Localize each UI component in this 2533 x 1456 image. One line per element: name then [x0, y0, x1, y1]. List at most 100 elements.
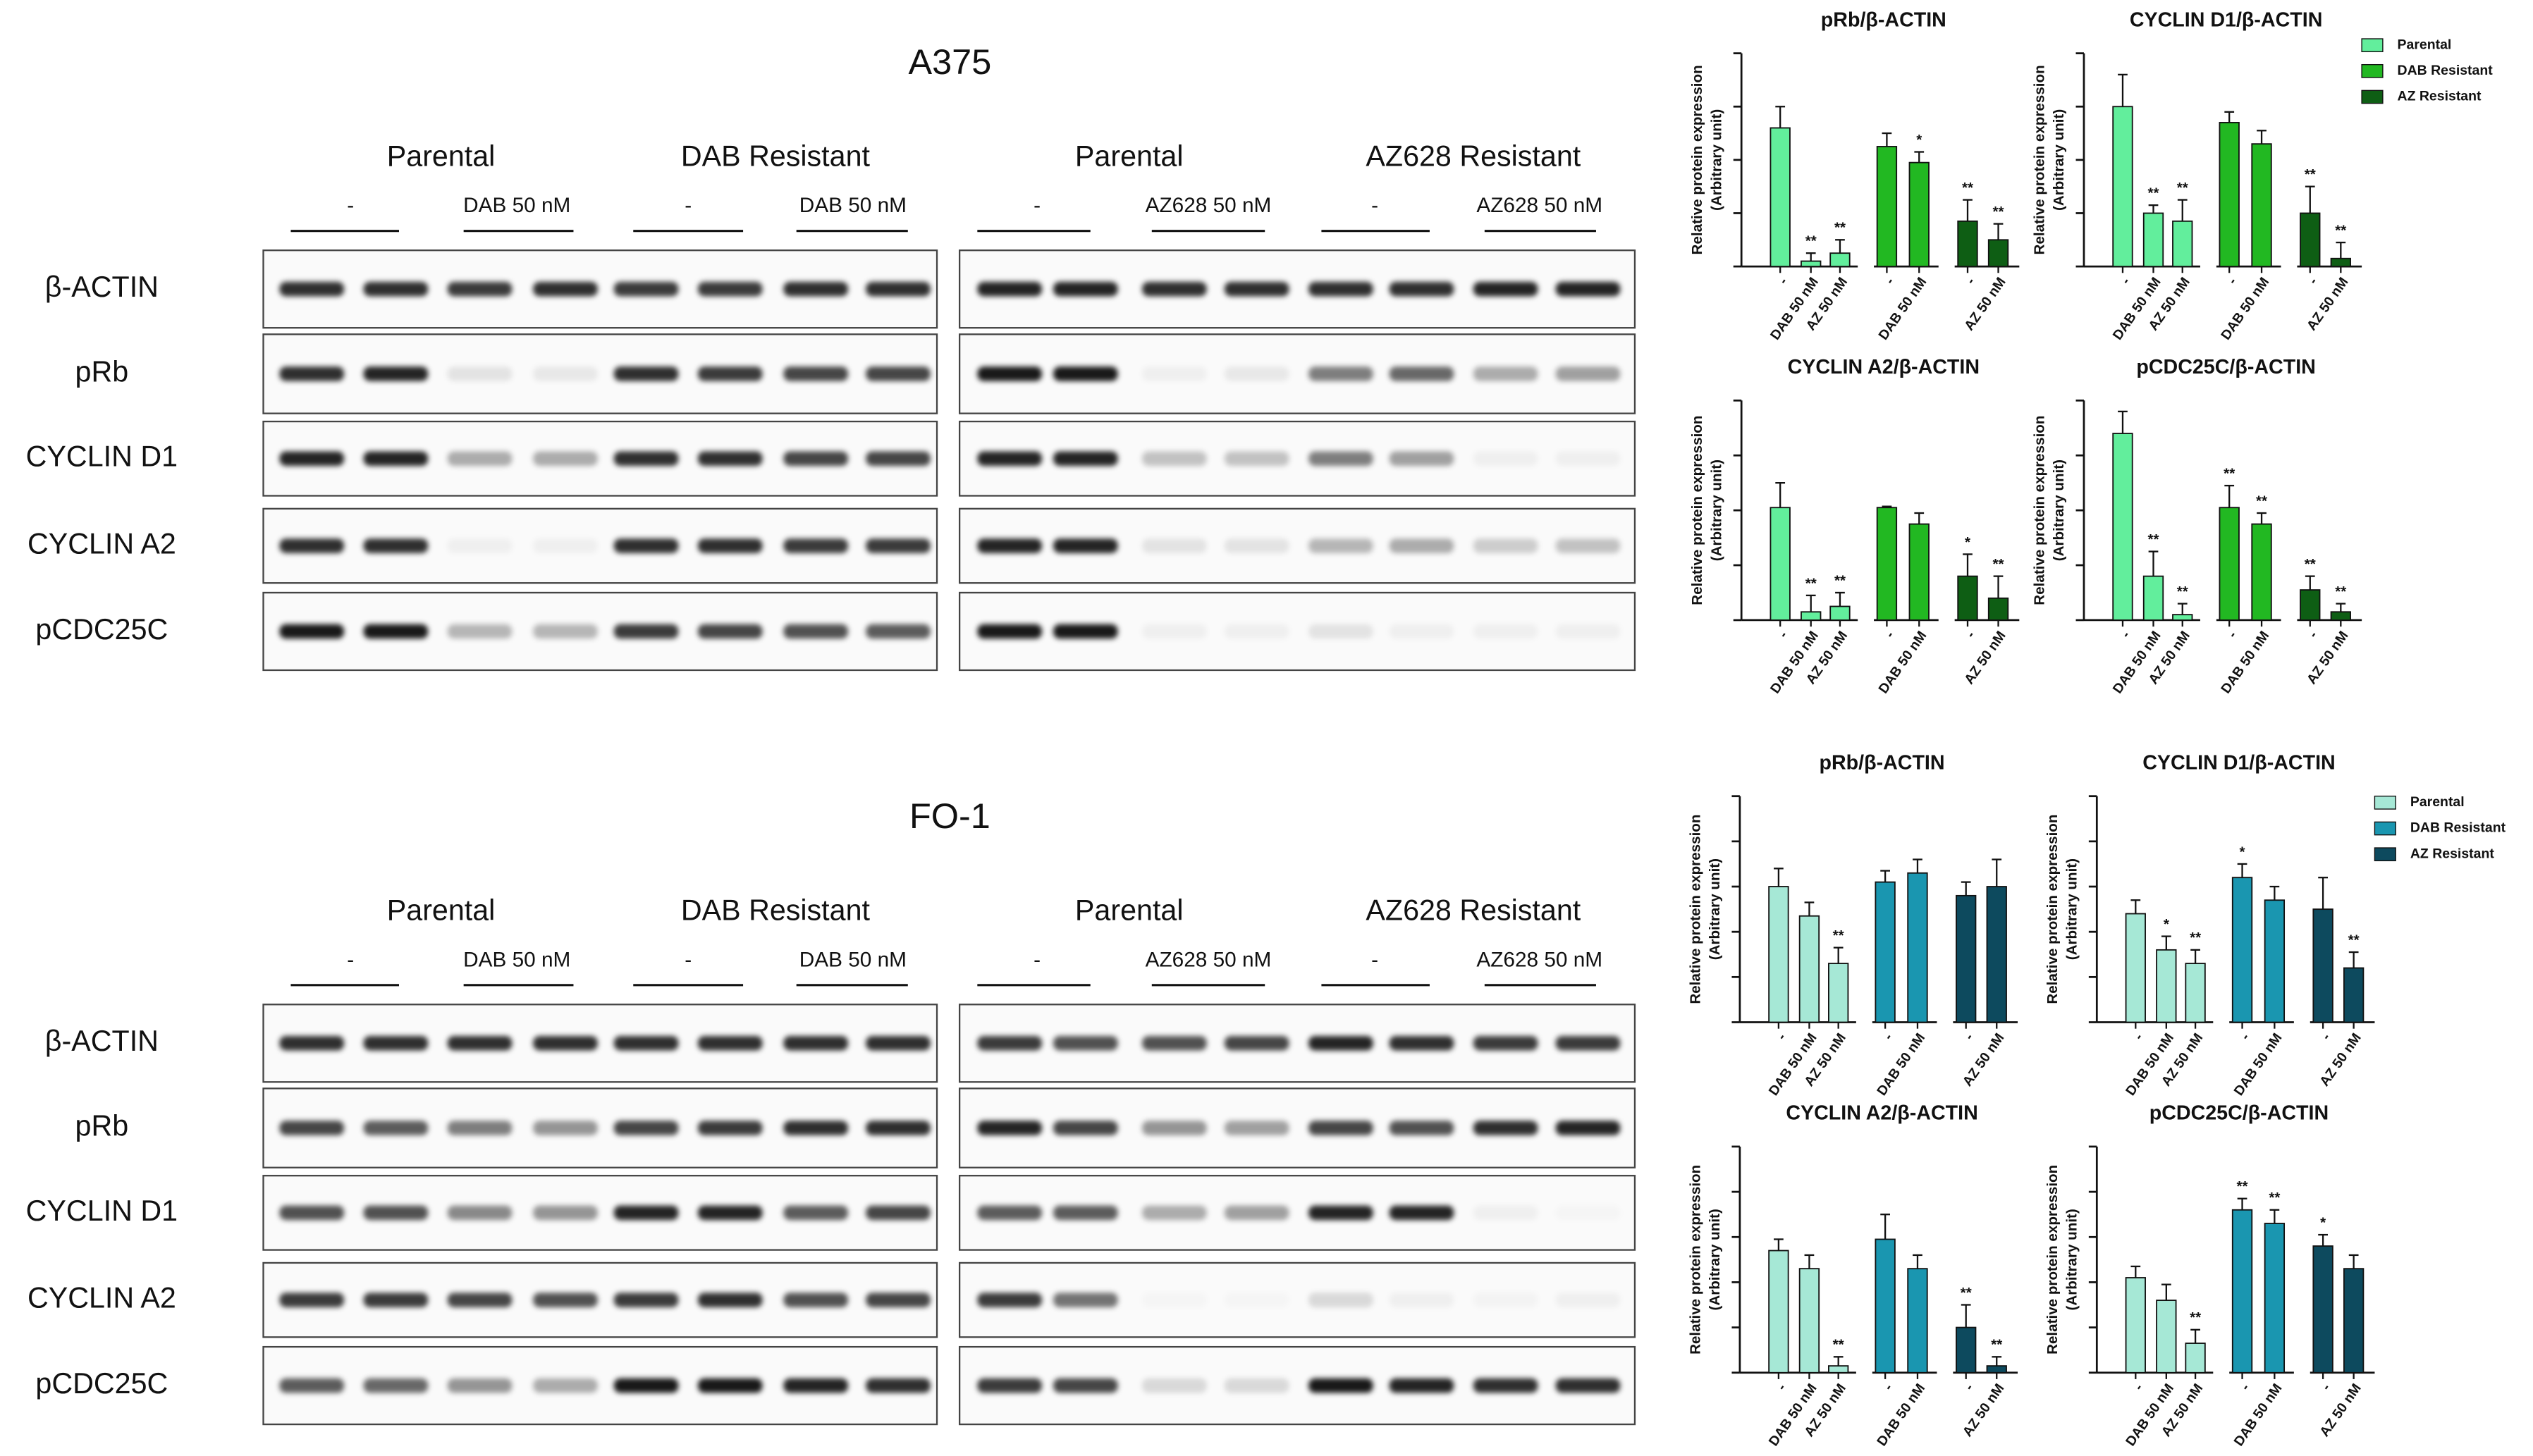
bar [1770, 507, 1791, 621]
band [1142, 366, 1207, 381]
bar [1770, 127, 1791, 268]
band [279, 1292, 345, 1307]
bar [2312, 1245, 2333, 1374]
bar [1828, 1365, 1849, 1374]
y-axis-label: (Arbitrary unit) [2063, 858, 2080, 960]
band [613, 538, 679, 553]
significance: ** [1993, 556, 2004, 572]
bar [2219, 507, 2240, 621]
significance: ** [2256, 493, 2267, 509]
band [697, 1292, 763, 1307]
band [866, 1121, 931, 1135]
bar [1987, 239, 2009, 268]
band [783, 538, 849, 553]
band [1308, 281, 1373, 297]
significance: * [2320, 1214, 2326, 1230]
bar [1956, 894, 1977, 1023]
treatment-label: - [1371, 194, 1378, 217]
significance: ** [2335, 222, 2346, 238]
band [1053, 1205, 1118, 1221]
band [783, 281, 849, 297]
band [363, 451, 429, 467]
band [1053, 1292, 1118, 1307]
bar [2156, 1300, 2177, 1374]
band [977, 281, 1042, 297]
chart-title: CYCLIN A2/β-ACTIN [1788, 356, 1980, 378]
y-axis-label: Relative protein expression [2044, 815, 2061, 1004]
band [1473, 1035, 1538, 1051]
band [279, 366, 345, 381]
y-axis-label: Relative protein expression [2032, 416, 2048, 605]
bar [2172, 220, 2193, 268]
significance: ** [2335, 584, 2346, 600]
y-axis-label: (Arbitrary unit) [2051, 459, 2067, 561]
group-header: Parental [1075, 140, 1184, 172]
chart-title: pRb/β-ACTIN [1820, 751, 1945, 774]
band [866, 366, 931, 381]
band [533, 281, 598, 297]
legend-label: AZ Resistant [2398, 89, 2482, 104]
legend-swatch [2361, 63, 2384, 78]
treatment-label: - [1034, 948, 1041, 971]
band [783, 1292, 849, 1307]
band [697, 1035, 763, 1051]
treatment-label: AZ628 50 nM [1476, 194, 1602, 217]
band [977, 1035, 1042, 1051]
treatment-label: - [347, 194, 354, 217]
bar [1828, 963, 1849, 1023]
band [613, 1205, 679, 1221]
band [533, 366, 598, 381]
band [1142, 281, 1207, 297]
significance: ** [2224, 465, 2235, 481]
significance: ** [2269, 1190, 2280, 1206]
band [613, 1121, 679, 1135]
chart-title: pCDC25C/β-ACTIN [2136, 356, 2315, 378]
section-title: A375 [909, 42, 992, 82]
group-header: Parental [387, 894, 496, 927]
band [1224, 366, 1289, 381]
bar [2264, 1223, 2286, 1374]
significance: ** [1805, 575, 1817, 591]
band [1225, 1292, 1289, 1307]
band [866, 1035, 931, 1051]
band [363, 1121, 429, 1135]
row-label: CYCLIN A2 [27, 1282, 176, 1314]
significance: ** [2177, 584, 2188, 600]
band [447, 1035, 513, 1051]
bar [1801, 611, 1822, 621]
bar [2125, 1277, 2146, 1374]
bar [2264, 899, 2286, 1023]
band [1555, 1292, 1621, 1307]
treatment-label: AZ628 50 nM [1146, 948, 1272, 971]
band [1053, 1378, 1118, 1393]
band [279, 281, 345, 297]
y-axis-label: (Arbitrary unit) [1708, 109, 1724, 211]
band [1555, 624, 1621, 639]
band [447, 624, 513, 639]
bar [1768, 1250, 1789, 1374]
band [783, 1205, 849, 1221]
legend-swatch [2374, 821, 2396, 836]
chart-title: CYCLIN A2/β-ACTIN [1786, 1102, 1977, 1125]
band [613, 451, 679, 467]
treatment-label: - [1371, 948, 1378, 971]
band [697, 366, 763, 381]
band [613, 624, 679, 639]
band [697, 1121, 763, 1135]
group-header: DAB Resistant [681, 140, 871, 172]
band [977, 1378, 1042, 1393]
band [447, 366, 513, 381]
band [1389, 1292, 1454, 1307]
bar [1876, 507, 1898, 621]
band [1224, 624, 1289, 639]
bar [2330, 611, 2351, 621]
band [613, 281, 679, 297]
band [977, 1205, 1042, 1221]
band [977, 1292, 1042, 1307]
bar [1876, 146, 1898, 268]
band [697, 281, 763, 297]
band [866, 538, 931, 553]
band [1053, 1035, 1118, 1051]
band [1142, 538, 1207, 553]
band [533, 1292, 598, 1307]
